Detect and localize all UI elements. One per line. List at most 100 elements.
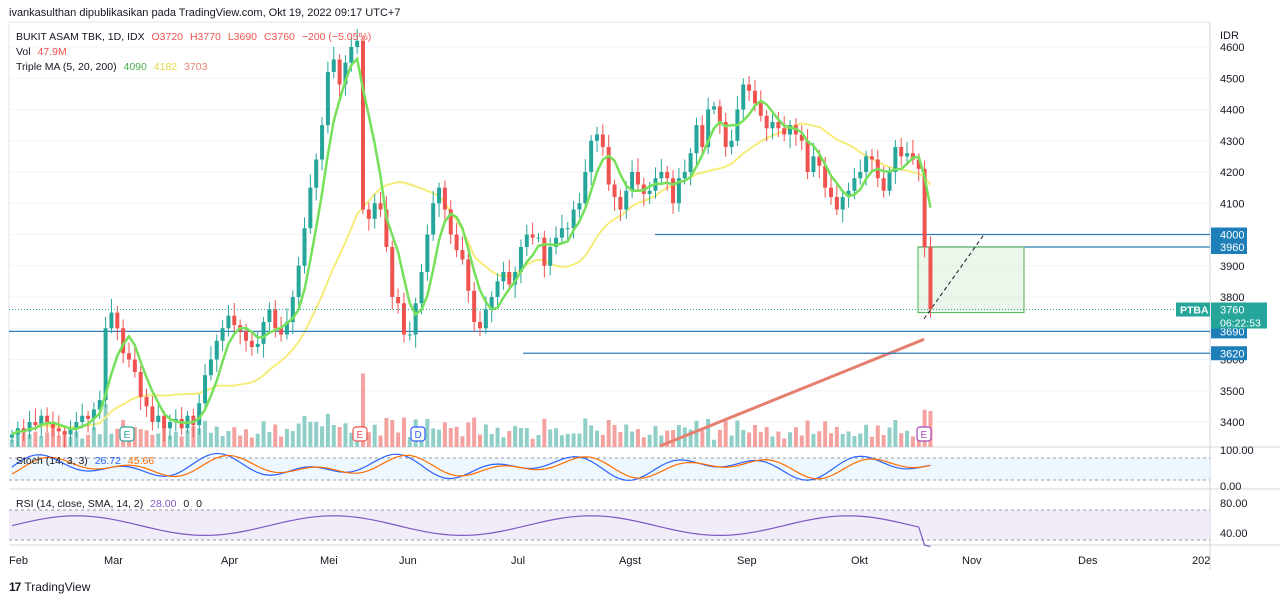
volume-bar <box>764 427 769 447</box>
volume-bar <box>372 424 377 447</box>
candle-body <box>776 122 781 129</box>
event-marker-label: E <box>124 430 131 441</box>
volume-bar <box>735 420 740 447</box>
candle-body <box>203 375 208 404</box>
target-box[interactable] <box>917 234 1025 320</box>
volume-bar <box>361 373 365 447</box>
x-tick-label: Jun <box>399 555 417 567</box>
candle-body <box>805 140 810 172</box>
volume-bar <box>185 430 190 447</box>
candle-body <box>97 400 102 410</box>
y-tick-label: 4100 <box>1220 198 1244 210</box>
time-axis[interactable]: Feb Mar Apr Mei Jun Jul Agst Sep Okt Nov Des 202 <box>9 555 1210 567</box>
candle-body <box>401 303 406 335</box>
x-tick-label: Apr <box>221 555 238 567</box>
candle-body <box>466 259 471 291</box>
ma-legend[interactable]: Triple MA (5, 20, 200) 4090 4182 3703 <box>16 61 211 73</box>
rsi-pane[interactable]: 80.00 40.00 <box>9 498 1248 548</box>
candle-body <box>624 190 629 210</box>
stoch-k-line <box>11 452 931 481</box>
volume-bar <box>565 434 570 447</box>
candle-body <box>483 309 488 329</box>
candle-body <box>852 178 857 191</box>
volume-bar <box>454 426 459 447</box>
volume-bar <box>747 432 752 447</box>
volume-bar <box>571 433 576 447</box>
stoch-legend[interactable]: Stoch (14, 3, 3) 26.72 45.66 <box>16 455 158 467</box>
level-tag <box>1211 346 1247 361</box>
volume-bar <box>296 423 301 447</box>
candle-body <box>595 134 599 141</box>
rsi-band <box>9 510 1210 540</box>
volume-bar <box>138 429 143 447</box>
candle-body <box>255 343 260 347</box>
event-marker-label: E <box>357 430 364 441</box>
stoch-pane[interactable]: 100.00 0.00 <box>9 445 1254 493</box>
candle-body <box>68 428 73 435</box>
ma200-path <box>659 337 925 448</box>
volume-bar <box>442 422 447 447</box>
candle-body <box>191 415 196 426</box>
candle-body <box>542 237 547 266</box>
volume-bar <box>27 434 32 447</box>
countdown-label: 06:22:53 <box>1220 318 1261 330</box>
candle-body <box>905 153 910 157</box>
volume-bar <box>56 435 61 447</box>
symbol-legend[interactable]: BUKIT ASAM TBK, 1D, IDX O3720 H3770 L369… <box>16 31 375 43</box>
x-tick-label: Mei <box>320 555 338 567</box>
volume-bar <box>641 437 646 447</box>
candle-body <box>577 203 582 210</box>
candle-body <box>846 190 851 197</box>
volume-bar <box>45 432 50 447</box>
volume-bar <box>401 417 406 447</box>
volume-bar <box>255 433 260 447</box>
symbol-tag-label: PTBA <box>1180 305 1209 317</box>
candle-body <box>817 156 822 166</box>
volume-bar <box>875 425 880 447</box>
candle-body <box>50 422 55 429</box>
volume-bar <box>647 434 652 447</box>
candle-body <box>337 59 342 85</box>
candle-body <box>671 178 676 204</box>
candle-body <box>770 122 775 129</box>
candle-body <box>752 90 757 104</box>
rsi-extra-a: 0 <box>183 498 190 510</box>
volume-bar <box>893 420 898 447</box>
candle-body <box>530 234 535 238</box>
volume-bar <box>776 431 781 447</box>
rsi-line <box>11 515 931 548</box>
candle-body <box>612 184 617 197</box>
volume-bar <box>314 421 319 447</box>
rsi-extra-b: 0 <box>196 498 202 510</box>
ma5-value: 4090 <box>123 61 147 73</box>
volume-bar <box>144 430 149 447</box>
candle-body <box>864 156 869 172</box>
ohlc-change: −200 (−5.05%) <box>301 31 372 43</box>
volume-bar <box>203 420 208 447</box>
volume-bar <box>179 436 184 447</box>
rsi-legend[interactable]: RSI (14, close, SMA, 14, 2) 28.00 0 0 <box>16 498 206 510</box>
candle-body <box>834 197 839 210</box>
candle-body <box>290 297 295 322</box>
volume-legend[interactable]: Vol 47.9M <box>16 46 71 58</box>
target-rectangle <box>917 246 1025 314</box>
x-tick-label: Mar <box>104 555 123 567</box>
candle-body <box>559 228 564 238</box>
candle-body <box>208 359 213 376</box>
volume-bar <box>331 425 336 447</box>
candle-body <box>296 265 301 297</box>
volume-bar <box>390 420 395 447</box>
event-marker <box>119 426 135 442</box>
x-tick-label: Feb <box>9 555 28 567</box>
horizontal-levels[interactable] <box>9 233 1210 354</box>
candle-body <box>127 353 131 360</box>
tradingview-brand[interactable]: 17 TradingView <box>9 580 90 594</box>
volume-bar <box>887 427 892 447</box>
volume-bar <box>437 429 442 447</box>
vol-value: 47.9M <box>37 46 67 58</box>
volume-bar <box>103 404 108 447</box>
candle-body <box>56 428 61 432</box>
volume-bar <box>167 435 172 447</box>
